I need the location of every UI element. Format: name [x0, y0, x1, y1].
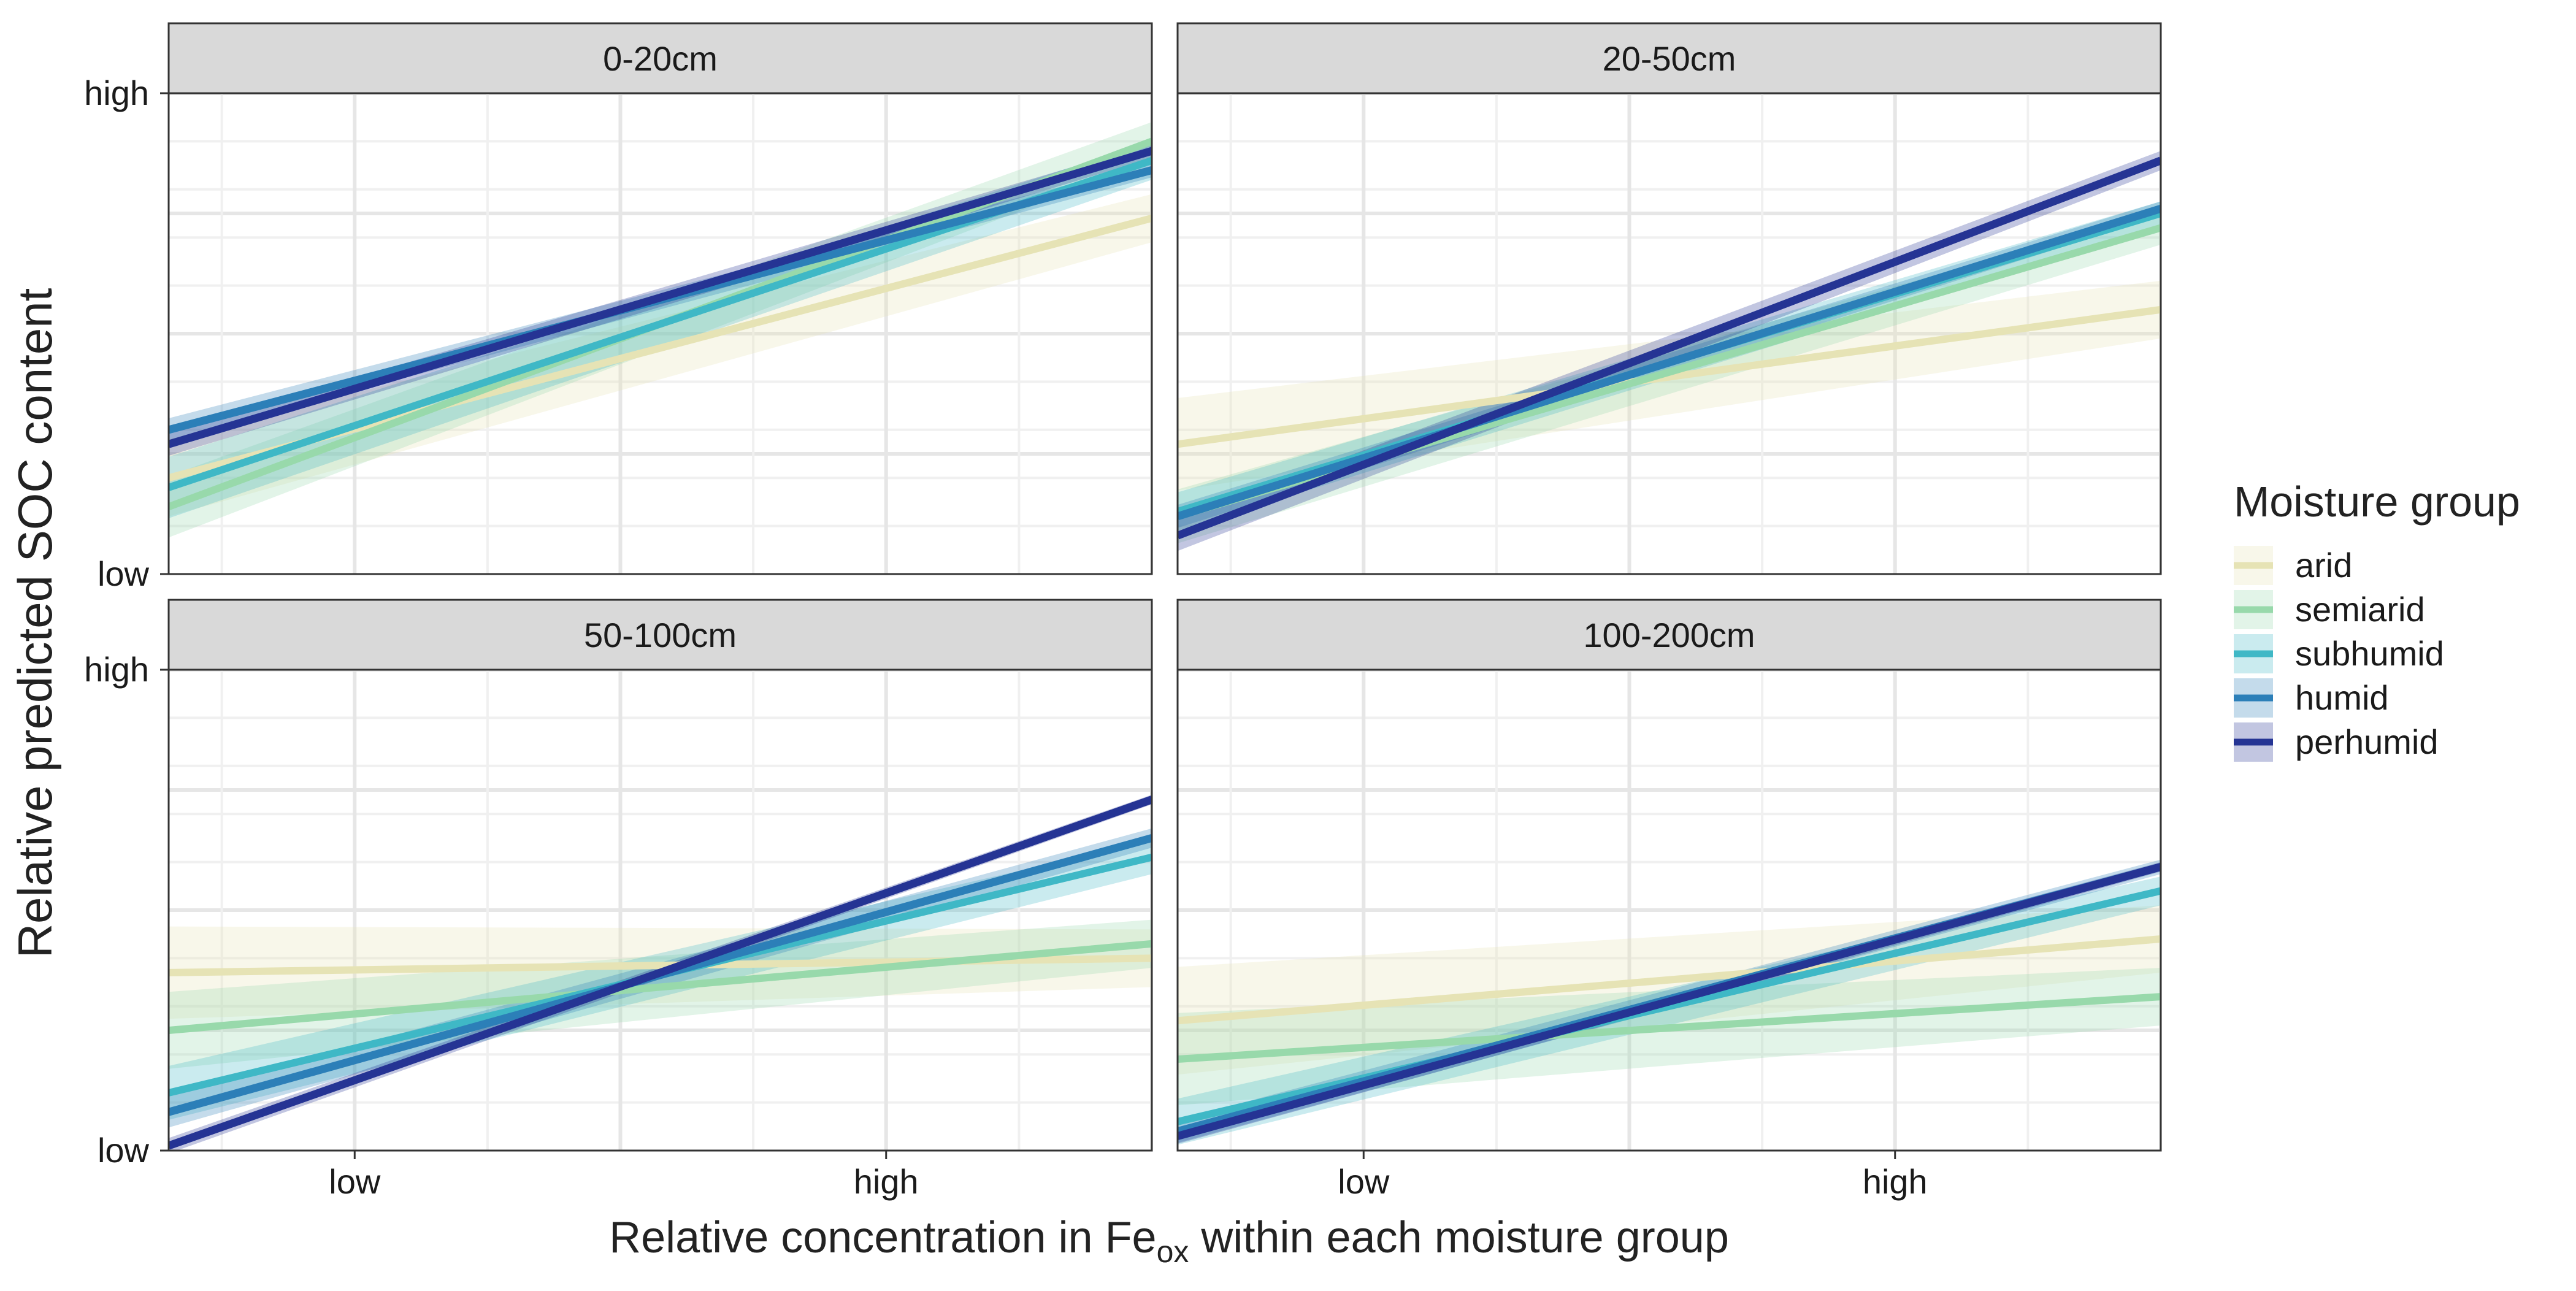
y-tick-label: low: [98, 1131, 150, 1170]
series-line-humid: [1178, 204, 2161, 521]
series-line-arid: [1178, 935, 2161, 1025]
series-layer: [169, 794, 1152, 1151]
legend-label: humid: [2295, 678, 2389, 717]
legend-item-humid: humid: [2234, 678, 2389, 718]
y-tick-label: high: [84, 74, 149, 112]
legend-label: perhumid: [2295, 722, 2438, 761]
grid-lines: [1178, 93, 2161, 574]
x-tick-label: low: [329, 1162, 381, 1201]
x-tick-label: high: [854, 1162, 919, 1201]
panel-100-200cm: 100-200cm low high: [1176, 599, 2162, 1201]
confidence-band-arid: [169, 194, 1152, 516]
panel-strip-label: 100-200cm: [1583, 616, 1755, 654]
panel-strip: [167, 599, 1153, 671]
legend-label: semiarid: [2295, 590, 2425, 629]
series-line-semiarid: [1178, 993, 2161, 1063]
x-tick-label: low: [1338, 1162, 1390, 1201]
panel-border: [167, 668, 1153, 1152]
y-tick-label: high: [84, 650, 149, 689]
panel-50-100cm: 50-100cm low high low high: [84, 599, 1153, 1201]
legend-items: arid semiarid subhumid humid perhumid: [2234, 546, 2444, 762]
y-tick-label: low: [98, 554, 150, 593]
legend-label: subhumid: [2295, 634, 2444, 673]
confidence-band-subhumid: [1178, 876, 2161, 1145]
legend-title: Moisture group: [2234, 478, 2520, 526]
x-axis-title: Relative concentration in Feox within ea…: [609, 1213, 1729, 1269]
panel-border: [1176, 668, 2162, 1152]
series-line-perhumid: [1178, 863, 2161, 1140]
legend-item-subhumid: subhumid: [2234, 634, 2444, 673]
series-line-perhumid: [169, 795, 1152, 1150]
series-line-arid: [1178, 305, 2161, 448]
legend: Moisture group arid semiarid subhumid humid…: [2234, 478, 2520, 762]
panel-strip-label: 50-100cm: [584, 616, 737, 654]
x-axis-title-prefix: Relative concentration in Fe: [609, 1213, 1156, 1262]
series-layer: [169, 122, 1152, 538]
panels-layer: 0-20cm low high 20-50cm 50-100cm low high low hi…: [84, 22, 2162, 1201]
panel-strip-label: 0-20cm: [603, 39, 718, 78]
series-line-perhumid: [1178, 156, 2161, 540]
y-axis-title: Relative predicted SOC content: [8, 288, 62, 958]
grid-lines: [169, 93, 1152, 574]
x-tick-label: high: [1863, 1162, 1928, 1201]
panel-strip: [1176, 22, 2162, 94]
panel-border: [167, 92, 1153, 575]
legend-item-semiarid: semiarid: [2234, 590, 2425, 629]
series-layer: [1178, 151, 2161, 551]
x-axis-title-subscript: ox: [1157, 1235, 1189, 1269]
x-axis-title-suffix: within each moisture group: [1189, 1213, 1728, 1262]
panel-0-20cm: 0-20cm low high: [84, 22, 1153, 593]
legend-item-arid: arid: [2234, 546, 2352, 585]
panel-20-50cm: 20-50cm: [1176, 22, 2162, 575]
panel-strip: [167, 22, 1153, 94]
series-layer: [1178, 859, 2161, 1145]
legend-item-perhumid: perhumid: [2234, 722, 2438, 762]
panel-border: [1176, 92, 2162, 575]
legend-label: arid: [2295, 546, 2352, 584]
series-line-perhumid: [169, 147, 1152, 448]
panel-strip-label: 20-50cm: [1603, 39, 1736, 78]
series-line-semiarid: [169, 940, 1152, 1034]
